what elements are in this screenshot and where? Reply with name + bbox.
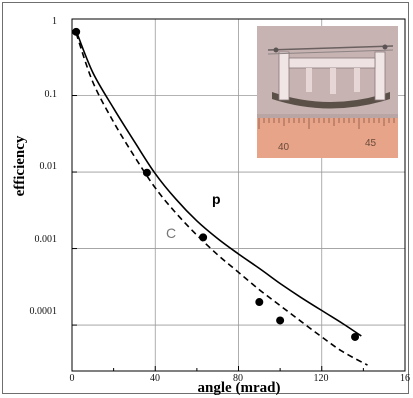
data-points xyxy=(72,27,360,341)
y-tick-label-0.1: 0.1 xyxy=(45,89,58,100)
x-tick-label-120: 120 xyxy=(314,373,329,384)
y-tick-label-0.01: 0.01 xyxy=(40,161,58,172)
curve-label-c: C xyxy=(166,225,176,241)
data-point-1 xyxy=(142,168,151,177)
curve-label-p: p xyxy=(212,191,221,207)
grid xyxy=(72,19,405,371)
x-tick-label-40: 40 xyxy=(150,373,160,384)
inset-ruler xyxy=(257,118,398,158)
x-tick-label-0: 0 xyxy=(70,373,75,384)
y-axis-title: efficiency xyxy=(12,135,28,196)
y-tick-label-0.001: 0.001 xyxy=(35,234,58,245)
curve-c xyxy=(75,33,368,366)
x-tick-label-160: 16 xyxy=(400,373,410,384)
ruler-ticks xyxy=(258,118,395,129)
data-point-3 xyxy=(255,298,264,307)
grating-device xyxy=(267,44,394,109)
x-axis-title: angle (mrad) xyxy=(198,380,281,396)
data-point-2 xyxy=(199,233,208,242)
curves xyxy=(75,30,368,366)
ruler-label-40: 40 xyxy=(278,142,290,153)
x-tick-label-80: 80 xyxy=(233,373,243,384)
ruler-label-45: 45 xyxy=(365,138,377,149)
y-tick-label-0.0001: 0.0001 xyxy=(30,306,58,317)
inset-photo: 40 45 xyxy=(257,26,398,158)
axis-ticks xyxy=(71,18,406,371)
curve-p xyxy=(75,30,362,337)
data-point-0 xyxy=(72,27,81,36)
data-point-4 xyxy=(276,316,285,325)
data-point-5 xyxy=(351,332,360,341)
y-tick-label-1: 1 xyxy=(52,16,57,27)
